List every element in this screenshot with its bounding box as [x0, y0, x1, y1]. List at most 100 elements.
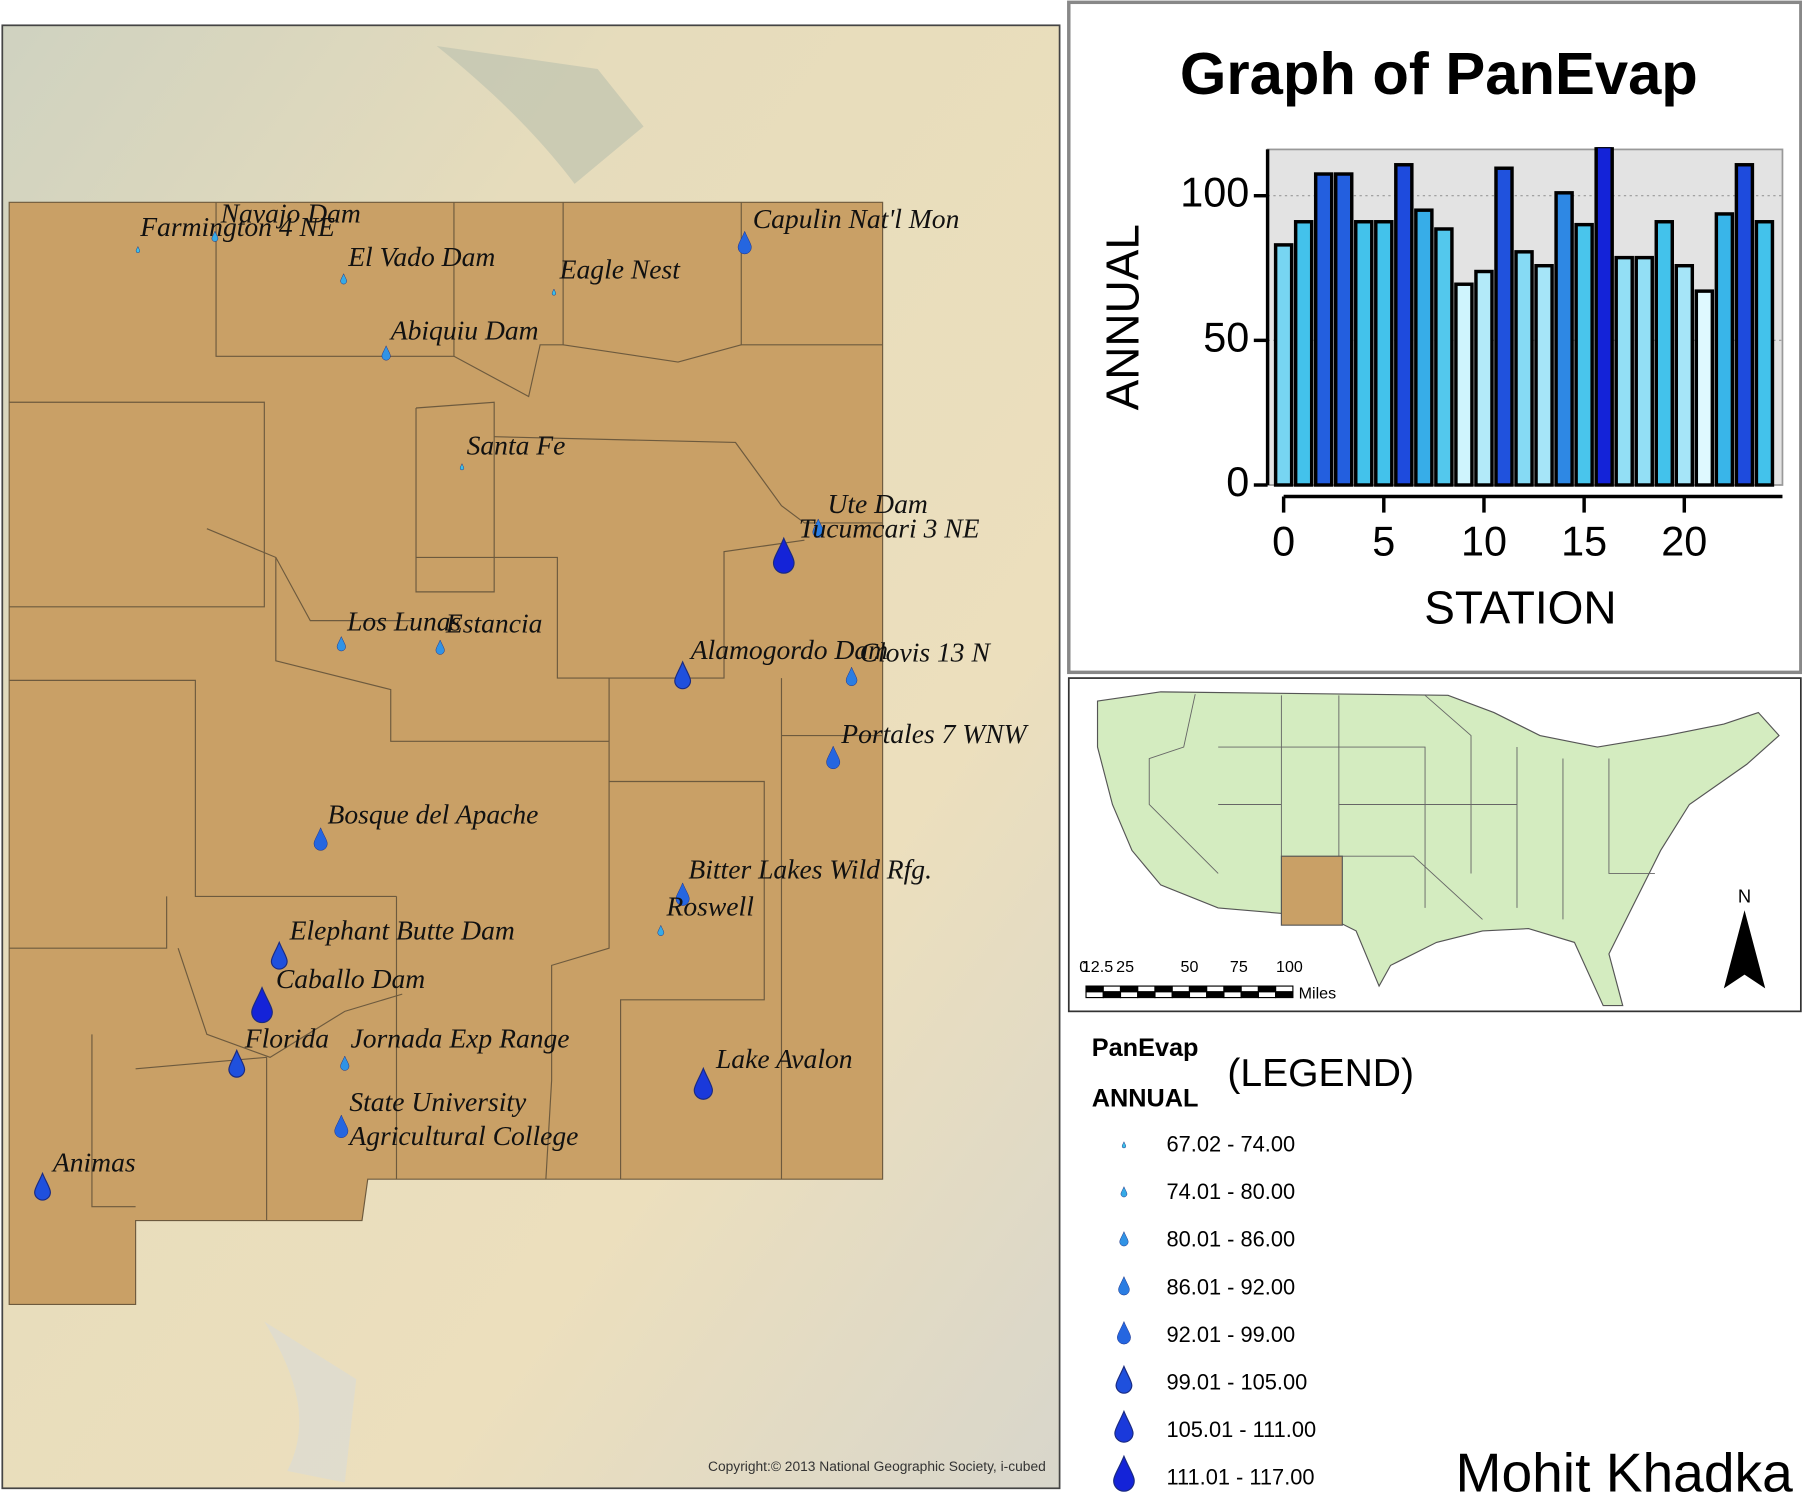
station-symbol	[313, 827, 328, 851]
legend-layer: PanEvap	[1092, 1034, 1199, 1062]
x-tick-label: 15	[1561, 519, 1607, 565]
station-symbol	[1119, 1231, 1129, 1247]
x-axis-label: STATION	[1424, 582, 1616, 634]
bar	[1734, 163, 1755, 487]
station-symbol	[1117, 1320, 1131, 1345]
station-label: Lake Avalon	[715, 1043, 853, 1074]
station-symbol	[340, 1055, 350, 1071]
bar	[1354, 220, 1374, 487]
scale-segment	[1257, 991, 1277, 999]
scale-label: 25	[1116, 958, 1134, 976]
bar	[1474, 269, 1494, 487]
scale-segment	[1171, 991, 1191, 999]
bar	[1454, 282, 1474, 487]
station-label: Caballo Dam	[276, 963, 425, 994]
station-symbol	[737, 230, 752, 255]
station-symbol	[435, 639, 445, 655]
new-mexico-inset	[1280, 855, 1343, 926]
author: Mohit Khadka	[1456, 1441, 1794, 1503]
station-label: Navajo Dam	[220, 197, 361, 228]
station-label: Jornada Exp Range	[351, 1023, 570, 1054]
legend-label: 80.01 - 86.00	[1166, 1227, 1295, 1252]
station-label: Los Lunas	[346, 605, 461, 636]
scale-segment	[1085, 991, 1104, 999]
scale-segment	[1137, 991, 1156, 999]
scale-segment	[1119, 985, 1139, 993]
station-symbol	[1114, 1409, 1134, 1443]
county-lines	[9, 202, 883, 1221]
legend-label: 105.01 - 111.00	[1166, 1417, 1316, 1442]
scale-segment	[1257, 985, 1277, 993]
legend-label: 99.01 - 105.00	[1166, 1369, 1307, 1394]
bar	[1494, 166, 1514, 487]
station-symbol	[381, 345, 391, 361]
bar	[1374, 220, 1394, 487]
scale-segment	[1275, 985, 1294, 993]
terrain-relief	[264, 1321, 357, 1483]
station-label: Eagle Nest	[559, 254, 682, 285]
scale-segment	[1223, 991, 1242, 999]
station-symbol	[845, 666, 858, 686]
station-symbol	[459, 463, 465, 471]
legend-field: ANNUAL	[1092, 1085, 1199, 1113]
station-symbol	[251, 986, 273, 1024]
bar	[1293, 220, 1314, 487]
station-label: Santa Fe	[467, 430, 566, 461]
scale-label: 0	[1079, 958, 1088, 976]
station-symbol	[826, 745, 841, 770]
scale-label: 50	[1181, 958, 1199, 976]
scale-segment	[1102, 985, 1122, 993]
station-symbol	[693, 1066, 713, 1100]
x-tick-label: 5	[1372, 519, 1395, 565]
station-symbol	[135, 245, 140, 253]
copyright: Copyright:© 2013 National Geographic Soc…	[708, 1459, 1046, 1474]
station-symbol	[1121, 1141, 1127, 1149]
station-label: Ute Dam	[827, 488, 927, 519]
scale-unit: Miles	[1299, 984, 1337, 1002]
bar	[1554, 191, 1574, 487]
y-tick-label: 50	[1203, 314, 1249, 360]
scale-label: 12.5	[1082, 958, 1113, 976]
bar	[1574, 222, 1594, 487]
station-label: Farmington 4 NE	[139, 211, 335, 242]
station-symbol	[812, 518, 824, 538]
bar	[1414, 208, 1434, 487]
bar	[1634, 255, 1654, 487]
terrain-relief	[436, 45, 644, 184]
station-symbol	[270, 940, 288, 970]
scale-label: 75	[1230, 958, 1248, 976]
station-label: State University	[349, 1086, 527, 1117]
scale-segment	[1085, 985, 1104, 993]
scale-segment	[1240, 991, 1259, 999]
station-symbol	[675, 882, 690, 906]
station-label: Abiquiu Dam	[389, 315, 539, 346]
bar	[1754, 220, 1775, 487]
station-symbol	[1118, 1275, 1130, 1296]
station-symbol	[340, 273, 347, 285]
station-label: Clovis 13 N	[860, 636, 992, 667]
station-symbol	[228, 1048, 246, 1078]
scale-label: 100	[1276, 958, 1303, 976]
station-symbol	[674, 660, 692, 690]
legend-label: 111.01 - 117.00	[1166, 1465, 1314, 1490]
station-symbol	[211, 230, 219, 242]
station-label: Agricultural College	[347, 1120, 578, 1151]
station-symbol	[772, 536, 795, 574]
station-label: Elephant Butte Dam	[289, 915, 515, 946]
x-tick-label: 0	[1272, 519, 1295, 565]
bar	[1273, 243, 1294, 487]
legend-note: (LEGEND)	[1227, 1052, 1414, 1095]
bar	[1534, 263, 1554, 487]
station-symbol	[1113, 1454, 1135, 1492]
y-tick-label: 0	[1226, 459, 1249, 505]
x-tick-label: 20	[1661, 519, 1707, 565]
scale-segment	[1119, 991, 1139, 999]
scale-segment	[1154, 985, 1173, 993]
station-label: Capulin Nat'l Mon	[753, 203, 960, 234]
legend-label: 67.02 - 74.00	[1166, 1132, 1295, 1157]
scale-segment	[1206, 985, 1225, 993]
legend-label: 74.01 - 80.00	[1166, 1179, 1295, 1204]
bar	[1313, 172, 1334, 487]
station-symbol	[334, 1114, 349, 1138]
legend-label: 92.01 - 99.00	[1166, 1322, 1295, 1347]
